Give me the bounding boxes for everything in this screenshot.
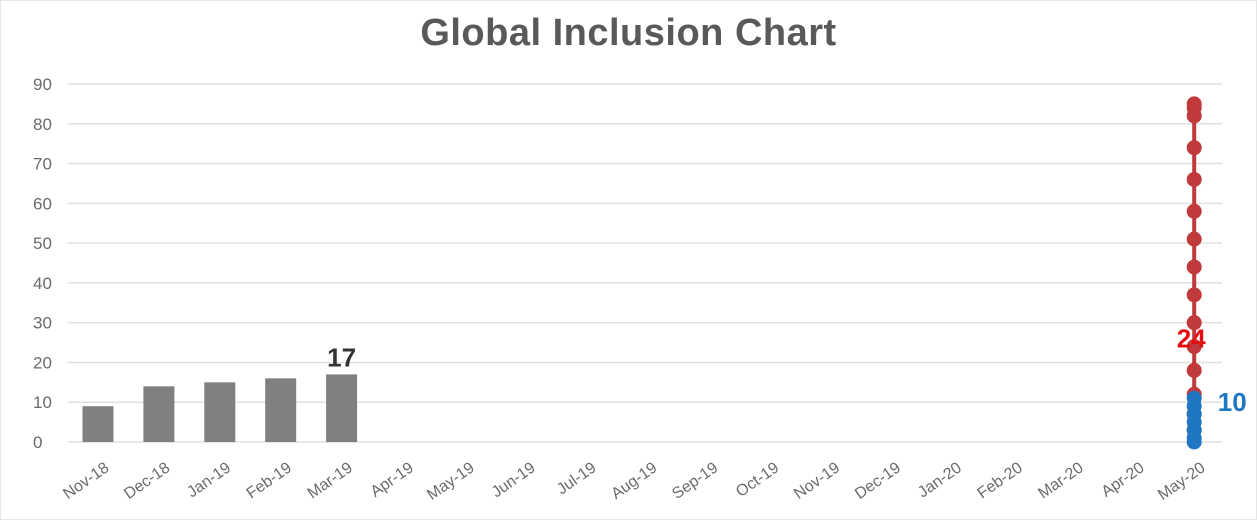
x-tick-label: Aug-19 xyxy=(608,459,660,503)
x-tick-label: Feb-19 xyxy=(244,459,295,502)
y-tick-label: 60 xyxy=(33,194,52,213)
x-tick-label: May-20 xyxy=(1155,459,1209,504)
series-data-label: 24 xyxy=(1177,324,1206,354)
y-tick-label: 10 xyxy=(33,393,52,412)
y-tick-label: 0 xyxy=(33,433,42,452)
x-tick-label: Jun-19 xyxy=(489,459,539,501)
series-point xyxy=(1186,339,1202,355)
bar xyxy=(326,374,358,442)
y-tick-label: 40 xyxy=(33,274,52,293)
x-tick-label: Nov-18 xyxy=(60,459,112,503)
x-tick-label: May-19 xyxy=(424,459,478,504)
x-tick-label: Nov-19 xyxy=(791,459,843,503)
x-tick-label: Dec-18 xyxy=(121,459,173,503)
series-point xyxy=(1186,140,1202,156)
x-tick-label: Jul-19 xyxy=(554,459,600,498)
series-point xyxy=(1186,171,1202,187)
x-tick-label: Mar-20 xyxy=(1035,459,1086,502)
series-point xyxy=(1186,108,1202,124)
bar xyxy=(143,386,175,442)
y-tick-label: 30 xyxy=(33,314,52,333)
y-tick-label: 50 xyxy=(33,234,52,253)
series-point xyxy=(1186,315,1202,331)
series-point xyxy=(1186,259,1202,275)
x-tick-label: Apr-20 xyxy=(1098,459,1147,501)
bar xyxy=(204,382,236,442)
bar-data-label: 17 xyxy=(327,342,356,372)
series-data-label: 10 xyxy=(1218,387,1247,417)
x-tick-label: Apr-19 xyxy=(368,459,417,501)
x-tick-label: Jan-19 xyxy=(184,459,234,501)
series-point xyxy=(1186,362,1202,378)
y-tick-label: 90 xyxy=(33,75,52,94)
x-tick-label: Oct-19 xyxy=(733,459,782,501)
bar xyxy=(82,406,114,442)
bar xyxy=(265,378,297,442)
x-tick-label: Feb-20 xyxy=(975,459,1026,502)
x-tick-label: Dec-19 xyxy=(852,459,904,503)
x-tick-label: Sep-19 xyxy=(669,459,721,503)
y-tick-label: 20 xyxy=(33,353,52,372)
y-tick-label: 80 xyxy=(33,115,52,134)
chart-title: Global Inclusion Chart xyxy=(420,12,837,54)
y-tick-label: 70 xyxy=(33,155,52,174)
x-tick-label: Mar-19 xyxy=(305,459,356,502)
series-point xyxy=(1186,203,1202,219)
series-point xyxy=(1186,287,1202,303)
series-point xyxy=(1186,231,1202,247)
x-tick-label: Jan-20 xyxy=(915,459,965,501)
series-point xyxy=(1186,434,1202,450)
